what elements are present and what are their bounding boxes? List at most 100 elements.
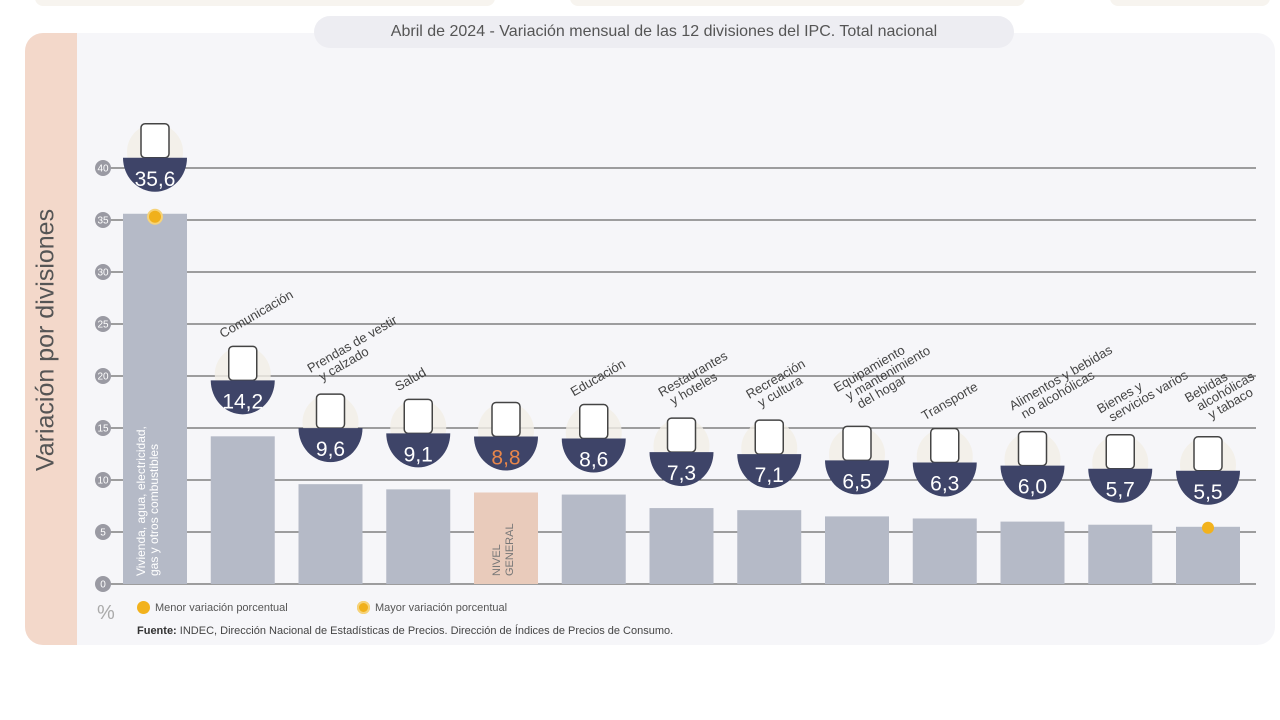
- bar: [912, 518, 977, 584]
- min-marker: [1202, 521, 1214, 534]
- source-note: Fuente: INDEC, Dirección Nacional de Est…: [137, 625, 673, 637]
- value-label: 5,7: [1106, 479, 1135, 502]
- y-tick-marker: [95, 472, 111, 488]
- value-label: 5,5: [1193, 481, 1222, 504]
- y-tick-marker: [95, 368, 111, 384]
- y-tick-label: 0: [100, 580, 106, 591]
- value-badge: [474, 436, 538, 471]
- legend-max: Mayor variación porcentual: [357, 601, 507, 614]
- bar: [737, 510, 802, 584]
- y-tick-label: 30: [97, 268, 109, 279]
- icon-shape: [579, 403, 609, 440]
- bar: [298, 484, 363, 584]
- top-card: [35, 0, 495, 6]
- source-label: Fuente:: [137, 625, 177, 637]
- bar: [649, 508, 714, 584]
- category-label-line: Transporte: [919, 379, 981, 423]
- category-label-line: Vivienda, agua, electricidad,: [134, 426, 148, 576]
- value-badge: [737, 454, 802, 489]
- icon-shape: [1105, 433, 1135, 470]
- value-label: 35,6: [135, 168, 176, 191]
- y-tick-marker: [95, 212, 111, 228]
- bar: [123, 213, 187, 584]
- category-label-line: GENERAL: [504, 523, 516, 576]
- min-dot-icon: [137, 601, 150, 614]
- y-tick-marker: [95, 316, 111, 332]
- icon-shape: [666, 417, 697, 453]
- value-label: 9,1: [404, 443, 433, 466]
- icon-shape: [140, 123, 170, 159]
- bar: [1176, 526, 1240, 584]
- category-label: Restaurantesy hoteles: [656, 348, 737, 411]
- unit-label: %: [97, 602, 115, 624]
- axis-label-panel: [25, 33, 77, 645]
- bar: [386, 489, 451, 584]
- legend-min: Menor variación porcentual: [137, 601, 288, 614]
- bar: [825, 516, 889, 584]
- value-label: 7,1: [755, 464, 784, 487]
- y-tick-label: 20: [97, 372, 109, 383]
- value-label: 6,5: [842, 470, 871, 493]
- category-label: Equipamientoy mantenimientodel hogar: [831, 331, 939, 417]
- icon-shape: [403, 398, 433, 435]
- y-tick-marker: [95, 524, 111, 540]
- icon-shape: [930, 427, 960, 464]
- category-label: Bebidasalcohólicasy tabaco: [1182, 357, 1264, 428]
- bar: [474, 492, 538, 584]
- value-badge: [123, 157, 187, 192]
- value-label: 14,2: [222, 390, 263, 413]
- value-label: 9,6: [316, 438, 345, 461]
- icon-shape: [1017, 430, 1048, 467]
- y-tick-marker: [95, 160, 111, 176]
- y-tick-label: 35: [97, 216, 109, 227]
- icon-shape: [842, 425, 872, 462]
- category-label: Transporte: [919, 379, 981, 423]
- source-text: INDEC, Dirección Nacional de Estadística…: [176, 625, 674, 637]
- bar: [561, 494, 626, 584]
- y-tick-marker: [95, 576, 111, 592]
- max-dot-icon: [357, 601, 370, 614]
- value-badge: [386, 433, 451, 468]
- y-tick-label: 40: [97, 164, 109, 175]
- value-badge: [1088, 468, 1153, 503]
- value-badge: [1176, 470, 1240, 505]
- y-tick-label: 15: [97, 424, 109, 435]
- value-label: 8,6: [579, 449, 608, 472]
- icon-shape: [228, 345, 258, 382]
- legend-min-label: Menor variación porcentual: [155, 601, 288, 614]
- value-label: 6,3: [930, 472, 959, 495]
- value-label: 8,8: [491, 446, 520, 469]
- value-badge: [561, 438, 626, 473]
- icon-shape: [491, 401, 521, 438]
- category-label-line: Educación: [568, 356, 628, 399]
- top-card: [1110, 0, 1270, 6]
- icon-shape: [1193, 436, 1223, 472]
- chart-title: Abril de 2024 - Variación mensual de las…: [314, 16, 1014, 48]
- icon-shape: [754, 419, 784, 455]
- value-badge: [912, 462, 977, 497]
- value-badge: [1000, 465, 1065, 500]
- category-label: NIVELGENERAL: [491, 523, 516, 576]
- category-label-line: gas y otros combustibles: [147, 444, 161, 576]
- value-badge: [298, 428, 363, 463]
- bar: [210, 436, 275, 584]
- value-badge: [825, 460, 889, 495]
- y-tick-marker: [95, 420, 111, 436]
- category-label: Recreacióny cultura: [743, 356, 814, 413]
- value-label: 6,0: [1018, 476, 1047, 499]
- value-badge: [210, 380, 275, 415]
- y-tick-label: 5: [100, 528, 106, 539]
- value-badge: [649, 452, 714, 487]
- category-label: Comunicación: [217, 287, 296, 341]
- icon-shape: [315, 393, 346, 429]
- max-marker: [147, 208, 163, 225]
- category-label-line: NIVEL: [491, 544, 503, 576]
- legend-max-label: Mayor variación porcentual: [375, 601, 508, 614]
- category-label: Salud: [392, 364, 428, 394]
- top-card: [570, 0, 1025, 6]
- bar: [1000, 521, 1065, 584]
- category-label-line: Comunicación: [217, 287, 296, 341]
- category-label: Bienes yservicios varios: [1094, 356, 1191, 428]
- value-label: 7,3: [667, 462, 696, 485]
